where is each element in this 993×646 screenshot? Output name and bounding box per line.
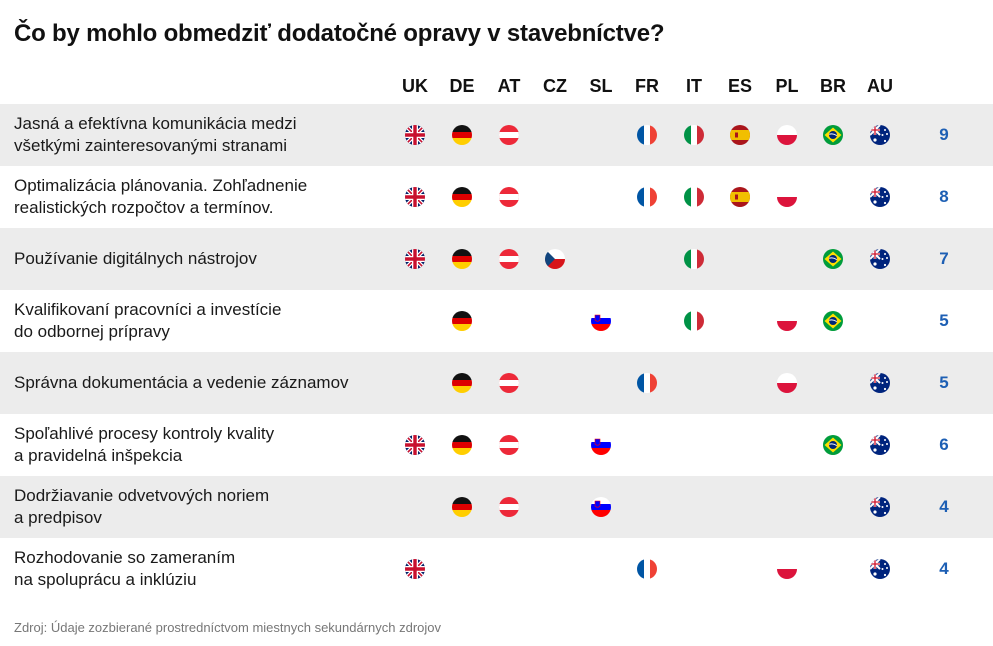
- flag-de-icon: [452, 311, 472, 331]
- table-row: Optimalizácia plánovania. Zohľadnenie re…: [0, 166, 993, 228]
- row-count: 4: [939, 559, 949, 578]
- flag-uk-icon: [405, 249, 425, 269]
- column-header-au: AU: [867, 76, 893, 96]
- row-count: 6: [939, 435, 949, 454]
- flag-at-icon: [499, 187, 519, 207]
- row-count: 5: [939, 311, 949, 330]
- table-row: Používanie digitálnych nástrojov 7: [0, 228, 993, 290]
- flag-uk-icon: [405, 559, 425, 579]
- flag-de-icon: [452, 187, 472, 207]
- flag-es-icon: [730, 187, 750, 207]
- flag-de-icon: [452, 435, 472, 455]
- row-label: Dodržiavanie odvetvových noriem a predpi…: [14, 486, 270, 527]
- flag-uk-icon: [405, 125, 425, 145]
- table-row: Rozhodovanie so zameraním na spoluprácu …: [0, 538, 993, 600]
- table-row: Spoľahlivé procesy kontroly kvality a pr…: [0, 414, 993, 476]
- table-row: Kvalifikovaní pracovníci a investície do…: [0, 290, 993, 352]
- column-header-at: AT: [497, 76, 521, 96]
- flag-at-icon: [499, 497, 519, 517]
- table-row: Jasná a efektívna komunikácia medzi všet…: [0, 104, 993, 166]
- flag-sl-icon: [591, 311, 611, 331]
- flag-au-icon: [870, 435, 890, 455]
- column-header-uk: UK: [402, 76, 428, 96]
- flag-br-icon: [823, 249, 843, 269]
- flag-it-icon: [684, 125, 704, 145]
- flag-fr-icon: [637, 187, 657, 207]
- flag-pl-icon: [777, 373, 797, 393]
- flag-au-icon: [870, 187, 890, 207]
- row-count: 7: [939, 249, 949, 268]
- flag-pl-icon: [777, 125, 797, 145]
- flag-br-icon: [823, 435, 843, 455]
- row-label: Rozhodovanie so zameraním na spoluprácu …: [14, 548, 236, 589]
- flag-de-icon: [452, 249, 472, 269]
- flag-au-icon: [870, 497, 890, 517]
- row-label: Kvalifikovaní pracovníci a investície do…: [14, 300, 282, 341]
- flag-uk-icon: [405, 435, 425, 455]
- flag-de-icon: [452, 125, 472, 145]
- flag-fr-icon: [637, 373, 657, 393]
- column-header-de: DE: [449, 76, 475, 96]
- flag-at-icon: [499, 435, 519, 455]
- flag-it-icon: [684, 249, 704, 269]
- source-note: Zdroj: Údaje zozbierané prostredníctvom …: [14, 620, 442, 635]
- flag-pl-icon: [777, 311, 797, 331]
- flag-br-icon: [823, 311, 843, 331]
- flag-es-icon: [730, 125, 750, 145]
- table-row: Dodržiavanie odvetvových noriem a predpi…: [0, 476, 993, 538]
- column-header-pl: PL: [775, 76, 799, 96]
- flag-at-icon: [499, 125, 519, 145]
- row-label: Správna dokumentácia a vedenie záznamov: [14, 373, 349, 392]
- flag-au-icon: [870, 125, 890, 145]
- chart-title: Čo by mohlo obmedziť dodatočné opravy v …: [14, 20, 665, 47]
- column-header-sl: SL: [589, 76, 613, 96]
- flag-au-icon: [870, 373, 890, 393]
- row-count: 5: [939, 373, 949, 392]
- row-count: 9: [939, 125, 949, 144]
- column-header-br: BR: [820, 76, 846, 96]
- flag-au-icon: [870, 559, 890, 579]
- flag-sl-icon: [591, 435, 611, 455]
- flag-it-icon: [684, 311, 704, 331]
- flag-pl-icon: [777, 559, 797, 579]
- flag-at-icon: [499, 249, 519, 269]
- flag-de-icon: [452, 373, 472, 393]
- row-label: Jasná a efektívna komunikácia medzi všet…: [14, 114, 297, 155]
- flag-at-icon: [499, 373, 519, 393]
- flag-fr-icon: [637, 125, 657, 145]
- flag-de-icon: [452, 497, 472, 517]
- flag-uk-icon: [405, 187, 425, 207]
- row-label: Optimalizácia plánovania. Zohľadnenie re…: [14, 176, 308, 217]
- table-row: Správna dokumentácia a vedenie záznamov 5: [0, 352, 993, 414]
- flag-pl-icon: [777, 187, 797, 207]
- row-count: 4: [939, 497, 949, 516]
- column-header-es: ES: [727, 76, 752, 96]
- column-header-it: IT: [686, 76, 702, 96]
- flag-fr-icon: [637, 559, 657, 579]
- column-header-fr: FR: [635, 76, 659, 96]
- flag-it-icon: [684, 187, 704, 207]
- row-count: 8: [939, 187, 949, 206]
- flag-sl-icon: [591, 497, 611, 517]
- flag-cz-icon: [545, 249, 565, 269]
- flag-br-icon: [823, 125, 843, 145]
- row-label: Používanie digitálnych nástrojov: [14, 249, 257, 268]
- flag-au-icon: [870, 249, 890, 269]
- column-header-cz: CZ: [543, 76, 567, 96]
- row-label: Spoľahlivé procesy kontroly kvality a pr…: [14, 424, 275, 465]
